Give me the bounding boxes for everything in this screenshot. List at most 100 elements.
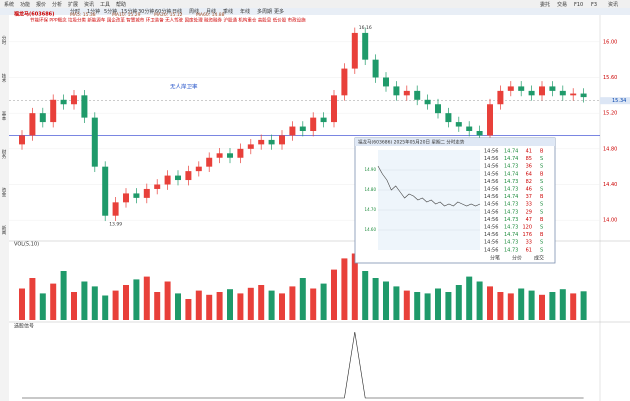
news-ticker: 节能环保 PPP概念 垃圾分类 新能源车 国企改革 智慧城市 环卫装备 无人驾驶… (30, 17, 306, 24)
tick-time: 14:56 (484, 187, 498, 193)
y-tick-label: 14.80 (603, 146, 617, 152)
y-tick-label: 14.90 (365, 167, 377, 172)
period-tab[interactable]: 周线 (189, 8, 199, 15)
volume-bar (466, 276, 473, 320)
candle-body (154, 184, 161, 189)
candle-body (185, 171, 192, 181)
tick-side: B (540, 194, 544, 200)
period-tab[interactable]: 年线 (240, 8, 250, 15)
sidebar-tab[interactable]: 分时 (1, 34, 6, 45)
volume-bar (559, 289, 566, 320)
menu-item[interactable]: 资讯 (84, 1, 94, 8)
volume-bar (383, 281, 389, 320)
tick-side: S (540, 209, 543, 215)
period-tab[interactable]: 更多 (274, 8, 284, 15)
candle-body (445, 113, 452, 123)
sidebar-tab[interactable]: 基本 (1, 110, 6, 122)
sidebar-tab[interactable]: 财务 (1, 148, 6, 160)
volume-bar (247, 287, 254, 320)
volume-bar (487, 286, 493, 320)
volume-bar (175, 293, 181, 320)
period-tab[interactable]: 日线 (172, 8, 182, 15)
menu-item[interactable]: 工具 (100, 2, 110, 8)
popup-window: 福龙马(603686) 2025年05月20日 星期二 分时走势 14.60 14… (354, 137, 556, 264)
volume-bar (60, 271, 67, 320)
tick-time: 14:56 (484, 149, 498, 155)
candle-body (143, 188, 150, 198)
candle-body (383, 77, 389, 87)
y-tick-label: 16.00 (603, 39, 617, 45)
tick-price: 14.73 (504, 240, 518, 246)
volume-bar (393, 286, 400, 320)
candle-body (258, 139, 265, 145)
candle-body (39, 113, 46, 123)
volume-bar (528, 290, 535, 320)
candle-body (133, 193, 140, 198)
candle-body (71, 95, 77, 105)
candle-body (299, 126, 306, 131)
menu-item[interactable]: 帮助 (116, 1, 126, 8)
menu-item[interactable]: 分析 (52, 1, 62, 8)
period-tab[interactable]: 15分钟 (121, 8, 137, 15)
candle-body (559, 90, 566, 96)
tick-price: 14.74 (504, 232, 518, 238)
period-tab[interactable]: 5分钟 (104, 8, 117, 15)
tick-side: S (540, 240, 543, 246)
toolbar-item[interactable]: 委托 (540, 1, 550, 8)
volume-bar (320, 283, 327, 320)
tick-volume: 64 (526, 171, 532, 177)
toolbar-item[interactable]: 资讯 (608, 1, 618, 8)
period-tab[interactable]: 60分钟 (155, 8, 171, 15)
menu-item[interactable]: 扩展 (68, 1, 78, 8)
volume-bar (123, 285, 129, 320)
volume-bar (310, 288, 317, 320)
candle-body (362, 32, 369, 60)
period-tab[interactable]: 1分钟 (87, 8, 100, 15)
popup-tab[interactable]: 分价 (512, 255, 522, 262)
menu-item[interactable]: 系统 (4, 1, 14, 8)
volume-bar (39, 293, 46, 320)
popup-tab[interactable]: 成交 (534, 255, 544, 262)
candle-body (372, 59, 379, 78)
sidebar-tab[interactable]: 资金 (1, 186, 6, 197)
menu-item[interactable]: 功能 (20, 1, 30, 8)
menu-item[interactable]: 报价 (36, 1, 46, 8)
period-tab[interactable]: 多周期 (257, 8, 272, 15)
period-tab[interactable]: 月线 (206, 8, 216, 15)
candle-body (19, 135, 25, 145)
candle-body (164, 175, 171, 185)
toolbar-item[interactable]: F3 (591, 2, 597, 8)
volume-bar (237, 293, 244, 320)
low-label: 13.99 (109, 222, 122, 228)
tick-volume: 85 (526, 156, 532, 162)
volume-bar (164, 281, 171, 320)
period-tab[interactable]: 季线 (223, 8, 233, 15)
toolbar-item[interactable]: 交易 (557, 1, 567, 8)
tick-side: B (540, 171, 544, 177)
sidebar-tab[interactable]: 新闻 (1, 224, 6, 236)
period-tab[interactable]: 分时 (70, 8, 80, 15)
volume-bar (258, 285, 265, 320)
candle-body (518, 86, 525, 91)
tick-price: 14.73 (504, 164, 518, 170)
candle-body (289, 126, 296, 136)
tick-time: 14:56 (484, 179, 498, 185)
volume-bar (216, 292, 223, 320)
volume-bar (195, 290, 202, 320)
tick-time: 14:56 (484, 156, 498, 162)
popup-tab[interactable]: 分笔 (490, 255, 500, 262)
sidebar-tab[interactable]: 技术 (1, 72, 6, 84)
volume-bar (518, 288, 525, 320)
tick-time: 14:56 (484, 194, 498, 200)
period-tab[interactable]: 30分钟 (138, 8, 154, 15)
volume-bar (227, 289, 233, 320)
info-item: MA5: 15.38 (70, 12, 96, 18)
candle-body (112, 202, 119, 216)
candle-body (476, 131, 483, 136)
candle-body (206, 157, 213, 167)
toolbar-item[interactable]: F10 (574, 2, 583, 8)
volume-bar (455, 285, 462, 320)
tick-price: 14.74 (504, 156, 518, 162)
volume-bar (81, 281, 88, 320)
